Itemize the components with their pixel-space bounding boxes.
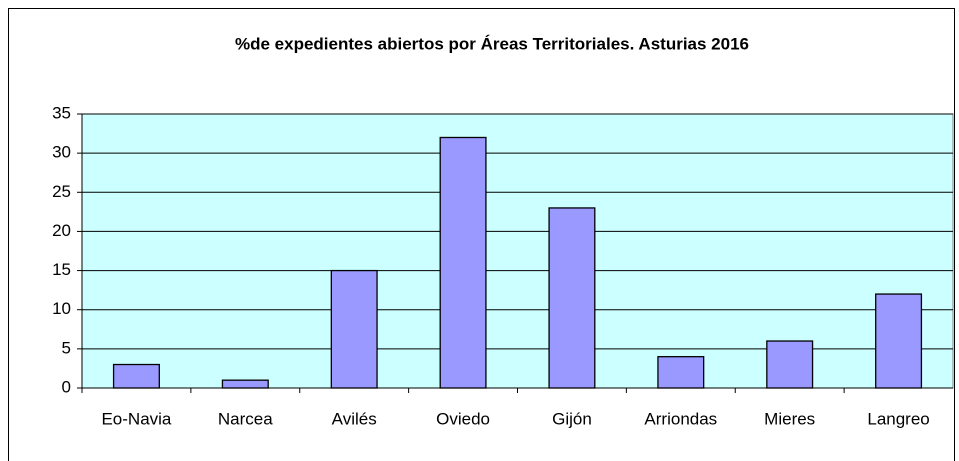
bar (330, 269, 378, 389)
bar (657, 356, 705, 389)
y-tick-label: 10 (52, 299, 71, 318)
bar (548, 207, 596, 389)
x-tick-label: Avilés (332, 409, 377, 428)
y-tick-label: 15 (52, 260, 71, 279)
y-tick-label: 0 (62, 377, 71, 396)
x-tick-label: Arriondas (644, 409, 717, 428)
y-tick-label: 20 (52, 221, 71, 240)
x-tick-label: Gijón (552, 409, 592, 428)
y-tick-label: 30 (52, 143, 71, 162)
bar (112, 363, 160, 389)
bar (766, 340, 814, 389)
y-tick-label: 5 (62, 338, 71, 357)
y-tick-label: 25 (52, 182, 71, 201)
chart-title: %de expedientes abiertos por Áreas Terri… (235, 34, 749, 53)
x-tick-label: Oviedo (436, 409, 490, 428)
x-tick-label: Narcea (218, 409, 273, 428)
plot-area (81, 113, 954, 389)
x-tick-label: Eo-Navia (101, 409, 171, 428)
bar (875, 293, 923, 389)
bar (221, 379, 269, 389)
bar (439, 136, 487, 389)
x-tick-label: Mieres (764, 409, 815, 428)
x-tick-label: Langreo (867, 409, 929, 428)
y-tick-label: 35 (52, 103, 71, 122)
